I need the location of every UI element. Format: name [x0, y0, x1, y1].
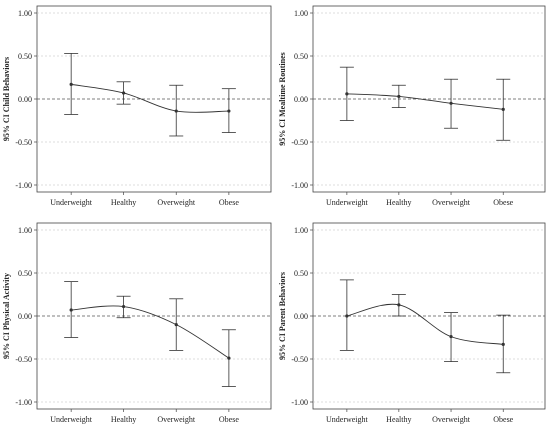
- data-point: [69, 82, 73, 86]
- data-point: [121, 91, 126, 95]
- y-tick-label: -0.50: [291, 138, 308, 147]
- series-line: [346, 303, 504, 345]
- data-point: [501, 342, 505, 346]
- data-point: [449, 335, 453, 339]
- data-point: [345, 92, 349, 96]
- y-tick-label: 1.00: [18, 9, 32, 18]
- chart-panel-3: 1.00 0.50 0.00 -0.50 -1.00 Underweight Healthy…: [2, 222, 272, 424]
- data-point: [121, 304, 126, 309]
- chart-panel-2: 1.00 0.50 0.00 -0.50 -1.00 Underweight Healthy…: [278, 5, 546, 207]
- x-tick-label: Healthy: [386, 415, 411, 424]
- data-point: [227, 109, 231, 113]
- series-line: [71, 83, 229, 113]
- x-tick-label: Obese: [493, 198, 513, 207]
- data-point: [345, 314, 349, 318]
- x-tick-label: Obese: [493, 415, 513, 424]
- data-point: [227, 356, 231, 360]
- y-axis-title: 95% CI Physical Activity: [2, 273, 11, 359]
- data-point: [69, 308, 73, 312]
- y-tick-label: 1.00: [18, 226, 32, 235]
- data-point: [501, 107, 505, 111]
- y-tick-label: 1.00: [294, 9, 308, 18]
- y-tick-label: -1.00: [15, 181, 32, 190]
- chart-panel-1: 1.00 0.50 0.00 -0.50 -1.00 Underweight Healthy…: [2, 5, 272, 207]
- x-tick-label: Obese: [219, 415, 239, 424]
- x-tick-label: Healthy: [111, 198, 136, 207]
- data-point: [174, 109, 178, 113]
- y-tick-label: -0.50: [291, 355, 308, 364]
- x-tick-label: Underweight: [50, 415, 93, 424]
- y-tick-label: -1.00: [291, 398, 308, 407]
- data-point: [449, 101, 453, 105]
- data-point: [174, 323, 178, 327]
- series-line: [346, 93, 504, 110]
- y-axis-title: 95% CI Parent Behaviors: [278, 272, 287, 360]
- y-tick-label: 0.50: [294, 269, 308, 278]
- y-tick-label: 0.50: [294, 52, 308, 61]
- y-tick-label: -1.00: [15, 398, 32, 407]
- x-tick-label: Healthy: [386, 198, 411, 207]
- x-tick-label: Obese: [219, 198, 239, 207]
- x-tick-label: Healthy: [111, 415, 136, 424]
- x-tick-label: Underweight: [326, 198, 369, 207]
- x-tick-label: Underweight: [326, 415, 369, 424]
- y-tick-label: 1.00: [294, 226, 308, 235]
- x-tick-label: Overweight: [157, 198, 196, 207]
- x-tick-label: Overweight: [432, 198, 471, 207]
- chart-panel-4: 1.00 0.50 0.00 -0.50 -1.00 Underweight Healthy…: [278, 222, 546, 424]
- y-tick-label: 0.50: [18, 52, 32, 61]
- x-tick-label: Overweight: [432, 415, 471, 424]
- y-tick-label: 0.00: [294, 312, 308, 321]
- y-tick-label: 0.00: [294, 95, 308, 104]
- y-tick-label: -1.00: [291, 181, 308, 190]
- series-line: [71, 305, 230, 359]
- data-point: [397, 303, 401, 307]
- y-tick-label: -0.50: [15, 355, 32, 364]
- x-tick-label: Underweight: [50, 198, 93, 207]
- y-tick-label: 0.00: [18, 95, 32, 104]
- y-tick-label: -0.50: [15, 138, 32, 147]
- y-tick-label: 0.00: [18, 312, 32, 321]
- y-axis-title: 95% CI Child Behaviors: [2, 57, 11, 141]
- y-tick-label: 0.50: [18, 269, 32, 278]
- data-point: [397, 94, 401, 99]
- y-axis-title: 95% CI Mealtime Routines: [278, 52, 287, 146]
- x-tick-label: Overweight: [157, 415, 196, 424]
